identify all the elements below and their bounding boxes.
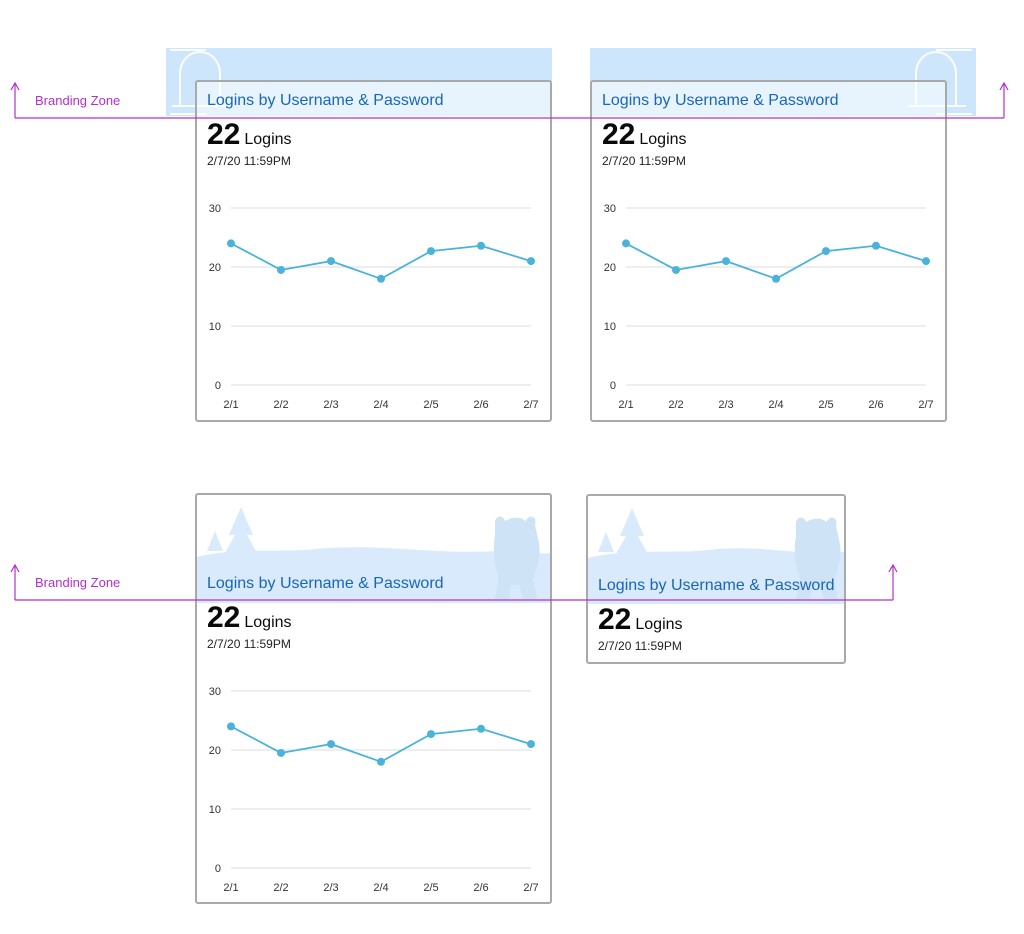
branding-zone-marker	[10, 81, 1009, 119]
metric: 22 Logins	[598, 603, 683, 637]
login-line-chart: 0 10 20 30 2/1 2/2 2/3 2/4 2/5 2/6 2/7	[209, 203, 539, 411]
metric: 22 Logins	[207, 118, 292, 152]
x-tick-label: 2/7	[523, 882, 538, 894]
x-tick-label: 2/2	[273, 399, 288, 411]
y-tick-label: 20	[209, 745, 221, 757]
data-point	[527, 257, 535, 266]
data-point	[227, 239, 235, 248]
card-date: 2/7/20 11:59PM	[207, 637, 291, 651]
series-line	[230, 242, 532, 280]
y-tick-label: 30	[604, 203, 616, 215]
x-tick-label: 2/3	[718, 399, 733, 411]
data-point	[377, 757, 385, 766]
x-tick-label: 2/7	[918, 399, 933, 411]
metric: 22 Logins	[207, 601, 292, 635]
data-point	[277, 265, 285, 274]
data-point	[922, 257, 930, 266]
data-point	[722, 257, 730, 266]
x-tick-label: 2/6	[473, 399, 488, 411]
card-date: 2/7/20 11:59PM	[598, 639, 682, 653]
data-point	[822, 247, 830, 256]
x-tick-label: 2/5	[423, 882, 438, 894]
data-point	[377, 274, 385, 283]
data-point	[277, 748, 285, 757]
card-date: 2/7/20 11:59PM	[207, 154, 291, 168]
card-title: Logins by Username & Password	[602, 92, 839, 109]
metric-value: 22	[602, 118, 636, 151]
metric-value: 22	[598, 603, 632, 636]
metric-value: 22	[207, 601, 241, 634]
data-point	[327, 740, 335, 749]
x-tick-label: 2/3	[323, 882, 338, 894]
tree-icon	[197, 507, 550, 603]
y-tick-label: 30	[209, 203, 221, 215]
login-card-bell-right: Logins by Username & Password 22 Logins 2…	[590, 80, 947, 422]
x-tick-label: 2/6	[868, 399, 883, 411]
login-line-chart: 0 10 20 30 2/1 2/2 2/3 2/4 2/5 2/6 2/7	[604, 203, 934, 411]
y-tick-label: 10	[604, 321, 616, 333]
data-point	[327, 257, 335, 266]
x-tick-label: 2/1	[618, 399, 633, 411]
series-line	[230, 725, 532, 763]
x-tick-label: 2/2	[273, 882, 288, 894]
series-line	[625, 242, 927, 280]
metric-unit: Logins	[639, 131, 687, 148]
login-card-bell-left: Logins by Username & Password 22 Logins 2…	[195, 80, 552, 422]
metric-unit: Logins	[244, 131, 292, 148]
branding-zone-marker	[10, 563, 898, 601]
tree-icon	[588, 508, 844, 604]
y-tick-label: 20	[604, 262, 616, 274]
x-tick-label: 2/2	[668, 399, 683, 411]
metric-unit: Logins	[244, 614, 292, 631]
x-tick-label: 2/3	[323, 399, 338, 411]
data-point	[872, 241, 880, 250]
data-point	[477, 241, 485, 250]
x-tick-label: 2/1	[223, 882, 238, 894]
x-tick-label: 2/4	[373, 882, 388, 894]
x-tick-label: 2/4	[768, 399, 783, 411]
x-tick-label: 2/4	[373, 399, 388, 411]
card-title: Logins by Username & Password	[598, 577, 835, 594]
card-title: Logins by Username & Password	[207, 92, 444, 109]
data-point	[477, 724, 485, 733]
data-point	[772, 274, 780, 283]
data-point	[427, 247, 435, 256]
data-point	[672, 265, 680, 274]
y-tick-label: 10	[209, 804, 221, 816]
x-tick-label: 2/6	[473, 882, 488, 894]
data-point	[227, 722, 235, 731]
card-title: Logins by Username & Password	[207, 575, 444, 592]
y-tick-label: 0	[610, 380, 616, 392]
branding-zone-label: Branding Zone	[35, 575, 121, 590]
data-point	[622, 239, 630, 248]
metric-unit: Logins	[635, 616, 683, 633]
data-point	[427, 730, 435, 739]
y-tick-label: 30	[209, 686, 221, 698]
login-card-scenic-chart: Logins by Username & Password 22 Logins 2…	[195, 493, 552, 904]
bear-icon	[493, 516, 540, 599]
card-date: 2/7/20 11:59PM	[602, 154, 686, 168]
y-tick-label: 10	[209, 321, 221, 333]
x-tick-label: 2/7	[523, 399, 538, 411]
login-card-scenic-compact: Logins by Username & Password 22 Logins 2…	[586, 494, 846, 664]
x-tick-label: 2/1	[223, 399, 238, 411]
data-point	[527, 740, 535, 749]
metric: 22 Logins	[602, 118, 687, 152]
x-tick-label: 2/5	[818, 399, 833, 411]
bear-icon	[794, 517, 841, 600]
y-tick-label: 0	[215, 863, 221, 875]
metric-value: 22	[207, 118, 241, 151]
login-line-chart: 0 10 20 30 2/1 2/2 2/3 2/4 2/5 2/6 2/7	[209, 686, 539, 894]
branding-zone-label: Branding Zone	[35, 93, 121, 108]
y-tick-label: 20	[209, 262, 221, 274]
x-tick-label: 2/5	[423, 399, 438, 411]
y-tick-label: 0	[215, 380, 221, 392]
